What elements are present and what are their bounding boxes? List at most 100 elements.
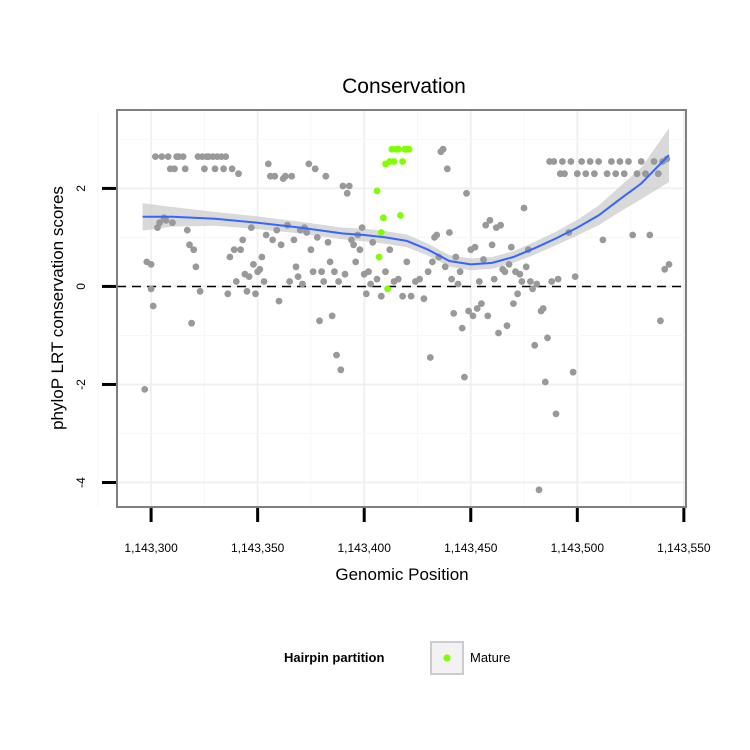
data-point: [243, 287, 251, 295]
y-tick-label: 0: [74, 283, 88, 290]
data-point: [149, 302, 157, 310]
x-tick-label: 1,143,550: [657, 541, 711, 555]
data-point: [665, 261, 673, 268]
data-point: [356, 246, 364, 254]
data-point: [324, 238, 332, 246]
data-point: [514, 290, 521, 298]
data-point: [369, 238, 377, 246]
data-point: [260, 278, 268, 285]
data-point: [548, 278, 556, 285]
data-point: [603, 170, 611, 178]
data-point: [250, 261, 257, 268]
data-point: [337, 366, 345, 374]
data-point: [533, 280, 541, 288]
legend: Hairpin partition Mature: [284, 641, 510, 675]
points-layer: [141, 145, 673, 494]
data-point-mature: [377, 229, 385, 236]
data-point: [228, 165, 236, 173]
smooth-confidence-ribbon: [142, 128, 670, 271]
data-point: [541, 378, 549, 386]
data-point: [484, 312, 492, 320]
data-point: [358, 224, 366, 232]
data-point: [522, 263, 530, 271]
data-point: [352, 258, 360, 266]
data-point: [456, 268, 464, 276]
data-point: [305, 160, 313, 168]
data-point: [162, 216, 170, 224]
data-point: [657, 317, 664, 325]
data-point: [294, 273, 302, 280]
data-point: [290, 236, 298, 244]
data-point: [303, 229, 311, 236]
data-point: [179, 153, 187, 161]
data-point: [222, 153, 230, 161]
data-point: [339, 182, 347, 190]
data-point-mature: [397, 212, 404, 219]
data-point: [429, 258, 436, 266]
data-point: [550, 158, 558, 165]
x-axis-title: Genomic Position: [335, 565, 468, 584]
data-point: [335, 278, 342, 285]
data-point: [147, 285, 155, 293]
data-point: [232, 278, 240, 285]
data-point-mature: [394, 145, 402, 153]
legend-title: Hairpin partition: [284, 650, 384, 665]
data-point-mature: [375, 253, 383, 261]
data-point: [164, 153, 172, 161]
data-point-mature: [373, 187, 381, 195]
data-point: [181, 165, 189, 173]
data-point: [490, 275, 498, 283]
legend-key-point: [443, 654, 451, 662]
data-point: [309, 268, 317, 276]
data-point: [420, 295, 428, 303]
data-point: [264, 160, 272, 168]
data-point: [569, 368, 577, 376]
x-tick-label: 1,143,350: [231, 541, 285, 555]
data-point: [661, 265, 669, 273]
smooth-ribbon-layer: [142, 128, 670, 271]
data-point: [591, 170, 598, 178]
data-point: [277, 241, 285, 249]
data-point: [529, 285, 536, 293]
data-point: [226, 253, 234, 261]
data-point: [288, 172, 296, 180]
y-tick-label: -4: [74, 477, 88, 488]
data-point: [188, 319, 196, 327]
data-point: [433, 231, 441, 239]
data-point: [561, 170, 568, 178]
data-point: [235, 170, 242, 178]
data-point: [345, 182, 353, 190]
data-point: [343, 189, 351, 197]
data-point: [299, 280, 306, 288]
x-axis: 1,143,300 1,143,350 1,143,400 1,143,450 1,14…: [124, 508, 711, 555]
data-point: [258, 253, 266, 261]
data-point: [367, 280, 374, 288]
data-point: [245, 273, 253, 280]
data-point: [196, 287, 204, 295]
data-point: [407, 292, 415, 300]
data-point: [599, 236, 607, 244]
data-point: [616, 158, 624, 165]
data-point: [326, 258, 334, 266]
data-point-mature: [390, 158, 398, 165]
smooth-line-layer: [142, 154, 670, 266]
data-point: [473, 305, 481, 312]
data-point: [211, 165, 219, 173]
data-point: [377, 292, 385, 300]
x-tick-label: 1,143,400: [338, 541, 392, 555]
smooth-line: [142, 154, 670, 266]
data-point: [510, 300, 517, 307]
data-point: [642, 170, 649, 178]
data-point: [544, 334, 551, 342]
data-point: [373, 275, 381, 283]
data-point: [152, 153, 159, 161]
data-point: [169, 219, 176, 227]
y-axis-title: phyloP LRT conservation scores: [48, 186, 67, 430]
data-point: [247, 224, 255, 232]
data-point: [156, 219, 164, 227]
chart-title: Conservation: [342, 75, 466, 98]
data-point: [171, 165, 178, 173]
data-point: [273, 226, 281, 234]
data-point: [292, 263, 300, 271]
data-point: [471, 243, 479, 251]
